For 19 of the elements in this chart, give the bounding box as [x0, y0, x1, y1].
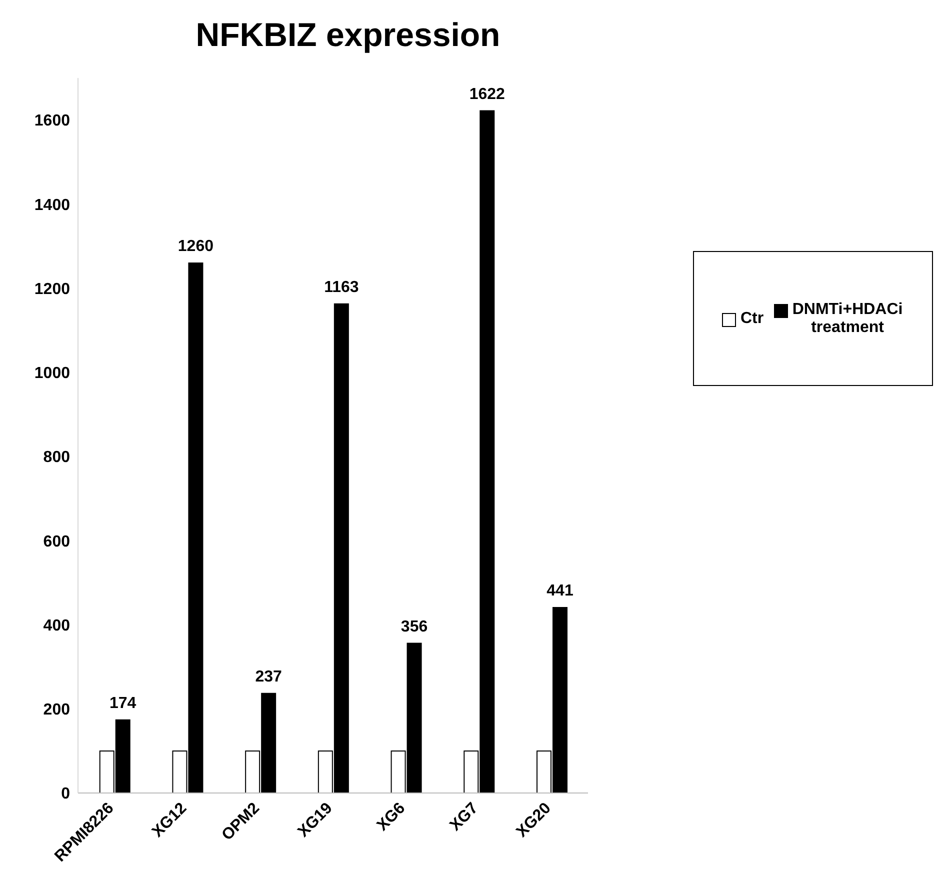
- data-label: 356: [400, 618, 428, 636]
- legend-label: DNMTi+HDACi treatment: [792, 300, 904, 336]
- data-label: 441: [546, 582, 574, 600]
- y-tick-label: 0: [61, 786, 70, 803]
- y-tick-label: 400: [43, 617, 70, 634]
- y-tick-label: 1600: [34, 112, 70, 130]
- y-tick-label: 1000: [34, 365, 70, 382]
- data-label: 1260: [178, 238, 214, 256]
- chart-title: NFKBIZ expression: [194, 16, 502, 54]
- data-label: 174: [110, 694, 136, 712]
- y-tick-label: 1400: [34, 196, 70, 214]
- y-tick-label: 800: [43, 449, 70, 466]
- data-label: 1622: [469, 86, 506, 103]
- legend-label: Ctr: [740, 310, 764, 328]
- y-tick-label: 200: [43, 702, 70, 719]
- data-label: 237: [255, 668, 282, 686]
- y-tick-label: 600: [43, 533, 70, 550]
- data-label: 1163: [324, 278, 359, 296]
- y-tick-label: 1200: [34, 280, 70, 298]
